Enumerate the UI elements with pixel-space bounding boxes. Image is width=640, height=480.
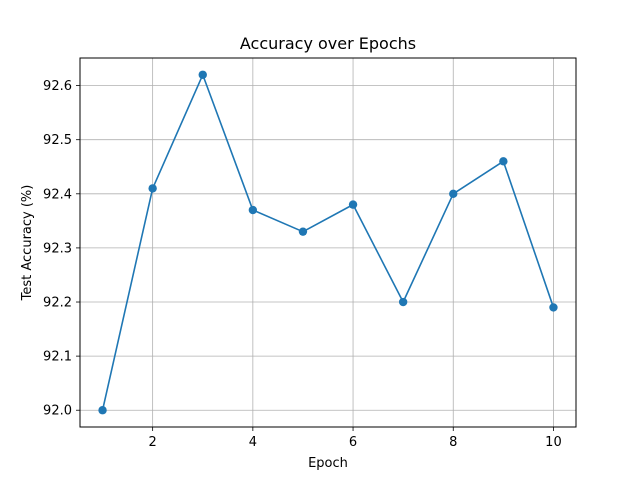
x-axis-label: Epoch <box>308 456 348 471</box>
data-point <box>398 297 408 307</box>
data-point <box>148 184 157 193</box>
y-tick-label: 92.0 <box>43 404 72 419</box>
data-point <box>198 70 207 79</box>
series <box>98 70 558 415</box>
plot-frame <box>79 57 577 428</box>
grid <box>80 58 576 427</box>
data-point <box>348 200 358 209</box>
ticks: 2 4 6 8 10 92.0 92.1 92.2 92.3 92.4 92.5 92.6 <box>43 79 562 450</box>
y-tick-label: 92.3 <box>43 241 72 256</box>
x-tick-label: 2 <box>149 435 157 450</box>
data-point <box>499 157 508 166</box>
y-tick-label: 92.4 <box>43 187 72 202</box>
y-tick-label: 92.6 <box>43 79 72 94</box>
x-tick-label: 6 <box>349 435 357 450</box>
data-point <box>248 205 258 215</box>
chart-title: Accuracy over Epochs <box>240 34 416 53</box>
x-tick-label: 8 <box>449 435 457 450</box>
y-tick-label: 92.5 <box>43 133 72 148</box>
data-point <box>98 406 107 415</box>
data-point <box>449 189 458 199</box>
data-point <box>549 303 558 312</box>
y-tick-label: 92.1 <box>43 350 72 365</box>
series-line <box>101 73 555 411</box>
x-tick-label: 10 <box>545 435 562 450</box>
x-tick-label: 4 <box>249 435 257 450</box>
y-tick-label: 92.2 <box>43 296 72 311</box>
y-axis-label: Test Accuracy (%) <box>20 185 35 302</box>
data-point <box>298 227 308 236</box>
